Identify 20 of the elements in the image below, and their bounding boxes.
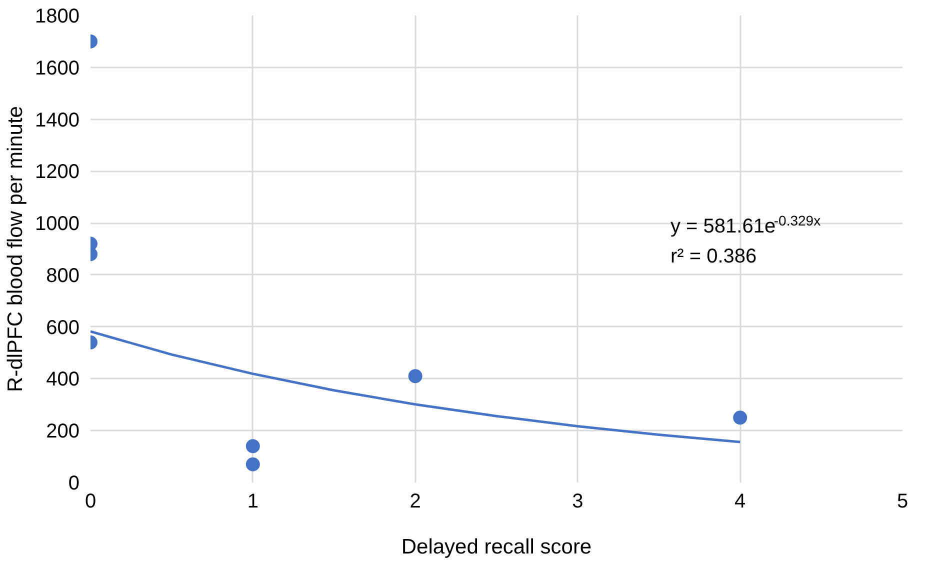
x-axis-title: Delayed recall score xyxy=(401,536,592,558)
y-tick-label: 1600 xyxy=(35,57,80,80)
y-tick-label: 1400 xyxy=(35,109,80,132)
y-axis-title: R-dlPFC blood flow per minute xyxy=(4,106,28,392)
y-tick-label: 600 xyxy=(46,316,80,339)
annotation: r² = 0.386 xyxy=(670,246,757,268)
x-tick-label: 4 xyxy=(734,490,746,512)
y-tick-label: 0 xyxy=(68,472,80,494)
x-tick-label: 0 xyxy=(84,490,96,512)
x-tick-label: 2 xyxy=(410,490,421,512)
y-tick-label: 800 xyxy=(46,264,80,287)
y-tick-label: 1800 xyxy=(35,6,80,28)
y-tick-label: 1200 xyxy=(35,161,80,184)
x-tick-label: 1 xyxy=(247,490,258,512)
line-series xyxy=(90,330,742,444)
y-tick-label: 200 xyxy=(46,420,80,443)
x-tick-label: 5 xyxy=(896,490,908,512)
y-tick-label: 400 xyxy=(46,368,80,391)
y-tick-label: 1000 xyxy=(35,213,80,236)
x-tick-label: 3 xyxy=(572,490,584,512)
